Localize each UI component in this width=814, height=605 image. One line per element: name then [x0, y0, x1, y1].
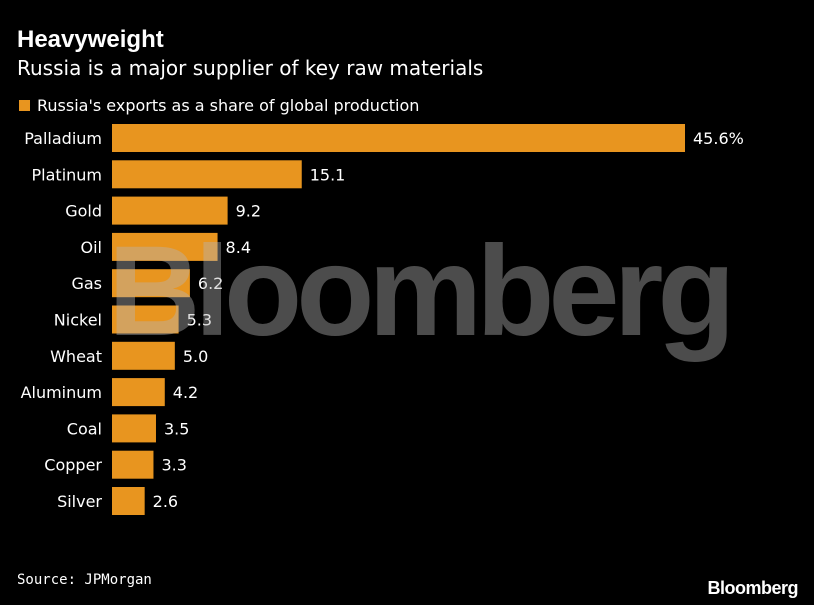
bar-platinum	[112, 160, 302, 189]
value-label-silver: 2.6	[153, 492, 178, 511]
value-label-wheat: 5.0	[183, 347, 208, 366]
category-label-aluminum: Aluminum	[21, 383, 102, 402]
chart-subtitle: Russia is a major supplier of key raw ma…	[17, 56, 484, 80]
category-label-coal: Coal	[67, 419, 102, 438]
value-label-copper: 3.3	[161, 456, 186, 475]
value-label-gas: 6.2	[198, 274, 223, 293]
bar-chart: Palladium 45.6% Platinum 15.1 Gold 9.2 Oil 8.4 G…	[21, 124, 744, 515]
legend: Russia's exports as a share of global pr…	[19, 94, 419, 116]
value-label-nickel: 5.3	[187, 311, 212, 330]
value-label-oil: 8.4	[226, 238, 251, 257]
bloomberg-logo: Bloomberg	[707, 578, 798, 598]
legend-swatch	[19, 99, 30, 111]
bar-aluminum	[112, 378, 165, 407]
value-label-platinum: 15.1	[310, 165, 346, 184]
bar-coal	[112, 414, 156, 443]
bar-gas	[112, 269, 190, 298]
category-label-palladium: Palladium	[24, 129, 102, 148]
value-label-gold: 9.2	[236, 202, 261, 221]
bar-palladium	[112, 124, 685, 152]
category-label-platinum: Platinum	[32, 165, 102, 184]
bar-wheat	[112, 341, 175, 370]
category-label-silver: Silver	[57, 492, 102, 511]
bar-nickel	[112, 305, 179, 334]
value-label-palladium: 45.6%	[693, 129, 744, 148]
category-label-nickel: Nickel	[54, 311, 102, 330]
bar-copper	[112, 450, 154, 479]
value-label-coal: 3.5	[164, 419, 189, 438]
bar-silver	[112, 487, 145, 515]
category-label-copper: Copper	[44, 456, 102, 475]
category-label-gas: Gas	[71, 274, 102, 293]
bar-gold	[112, 196, 228, 225]
category-label-oil: Oil	[81, 238, 102, 257]
category-label-wheat: Wheat	[50, 347, 102, 366]
category-label-gold: Gold	[65, 202, 102, 221]
value-label-aluminum: 4.2	[173, 383, 198, 402]
bar-oil	[112, 232, 218, 261]
source-note: Source: JPMorgan	[17, 572, 152, 588]
legend-label: Russia's exports as a share of global pr…	[37, 95, 420, 115]
chart-title: Heavyweight	[17, 26, 164, 53]
